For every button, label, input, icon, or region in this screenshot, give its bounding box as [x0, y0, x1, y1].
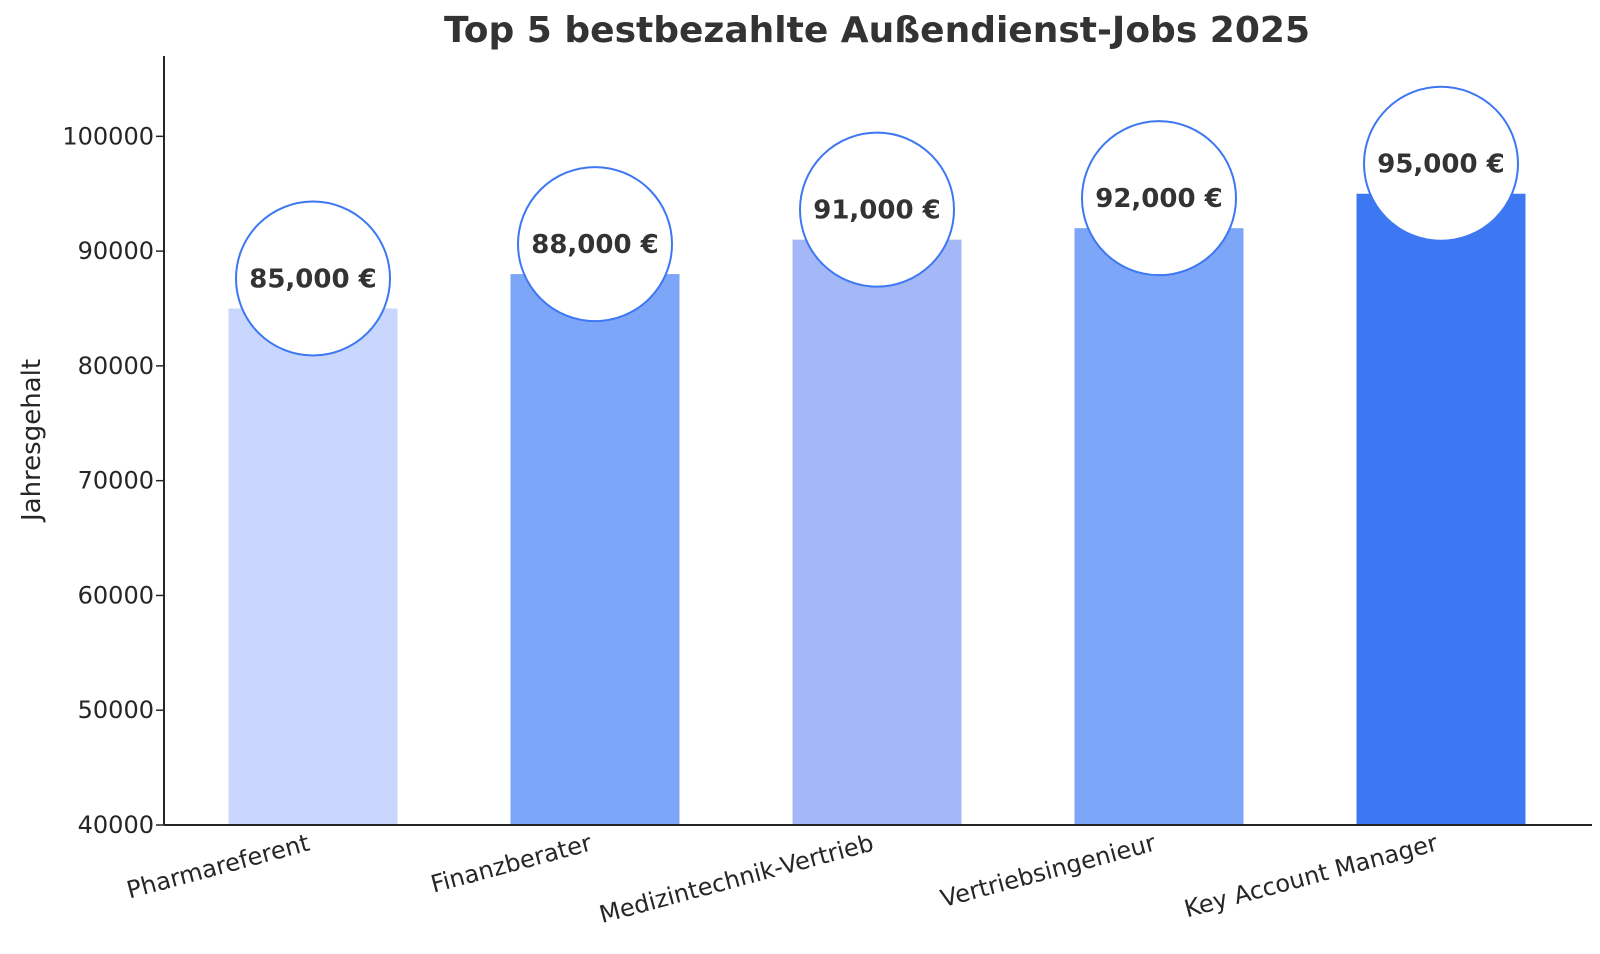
- value-label-circle: [799, 131, 955, 288]
- chart-title: Top 5 bestbezahlte Außendienst-Jobs 2025: [444, 10, 1310, 51]
- bar: [1356, 193, 1526, 826]
- y-axis-label: Jahresgehalt: [17, 359, 47, 523]
- category-label: Key Account Manager: [1181, 829, 1440, 924]
- bar: [228, 308, 398, 826]
- y-tick-label: 90000: [78, 237, 154, 265]
- value-label-circle: [1363, 85, 1519, 242]
- y-tick-label: 40000: [78, 811, 154, 839]
- value-label-circle: [235, 200, 391, 357]
- bar: [510, 274, 680, 826]
- y-tick-label: 70000: [78, 467, 154, 495]
- bars: 85,000 € 88,000 € 91,000 € 92,000 € 95,000 €: [228, 85, 1526, 826]
- value-label: 88,000 €: [531, 230, 658, 260]
- y-tick-label: 100000: [62, 122, 154, 150]
- value-label: 92,000 €: [1095, 184, 1222, 214]
- value-label-circle: [1081, 120, 1237, 277]
- x-axis-labels: Pharmareferent Finanzberater Medizintechni…: [124, 829, 1441, 929]
- y-axis-ticks: 40000 50000 60000 70000 80000 90000 100000: [62, 122, 164, 839]
- bar: [1074, 228, 1244, 825]
- value-label: 91,000 €: [813, 196, 940, 226]
- category-label: Finanzberater: [428, 829, 595, 899]
- bar: [792, 239, 962, 825]
- value-label: 85,000 €: [249, 265, 376, 295]
- value-label: 95,000 €: [1377, 150, 1504, 180]
- category-label: Medizintechnik-Vertrieb: [596, 829, 876, 929]
- category-label: Vertriebsingenieur: [938, 829, 1159, 913]
- y-tick-label: 50000: [78, 696, 154, 724]
- category-label: Pharmareferent: [124, 829, 313, 905]
- y-tick-label: 60000: [78, 581, 154, 609]
- y-tick-label: 80000: [78, 352, 154, 380]
- value-label-circle: [517, 166, 673, 323]
